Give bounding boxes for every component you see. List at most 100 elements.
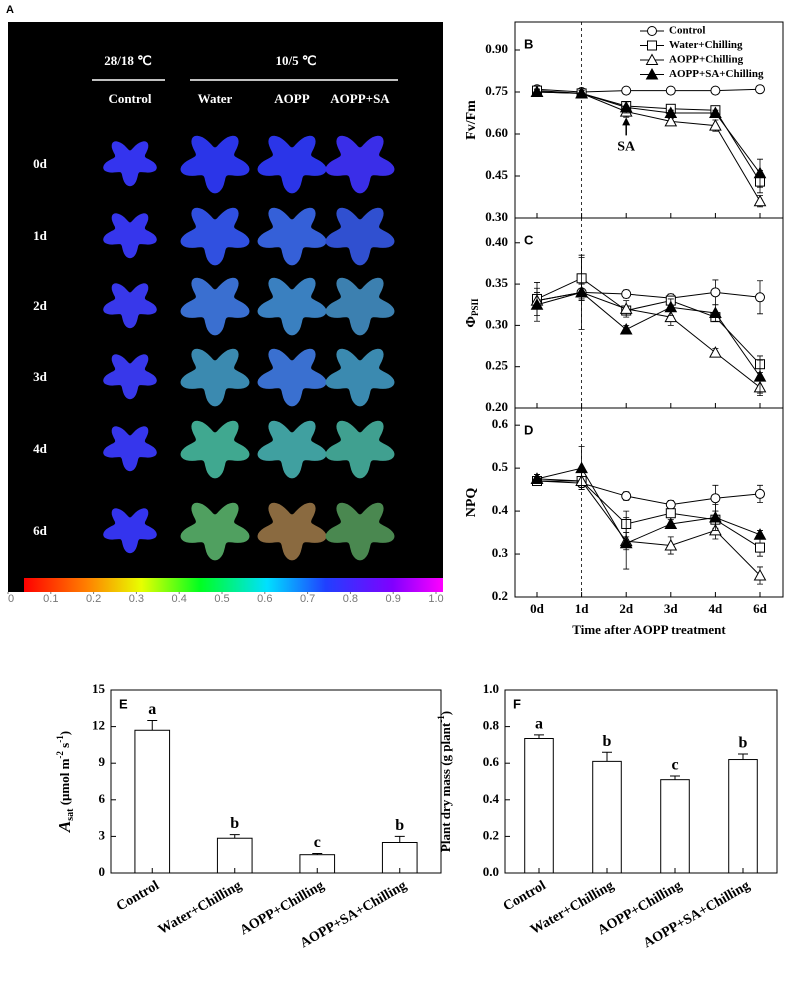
plot-frame [504,689,778,874]
bar [134,729,171,874]
y-tick-label: 15 [92,681,106,696]
row-label: 0d [33,156,48,171]
legend-label: AOPP+SA+Chilling [669,68,764,80]
annotation: SA [617,140,636,155]
y-tick-label: 0.5 [492,459,509,474]
leaf [257,420,327,479]
marker [755,542,765,553]
x-tick-label: 3d [664,601,679,616]
error-bar [394,835,405,843]
leaf [180,502,250,561]
significance-letter: c [314,834,321,851]
colorbar-tick-label: 0.1 [43,593,58,605]
colorbar-tick-label: 0.9 [386,593,401,605]
legend-label: Water+Chilling [669,39,743,51]
significance-letter: b [230,815,239,832]
marker [530,298,544,310]
leaf [103,508,157,554]
y-tick-label: 0.2 [492,588,508,603]
leaf [257,502,327,561]
panel-label: E [119,696,128,711]
leaf [103,213,157,259]
row-label: 4d [33,441,48,456]
plot-frame [514,21,784,219]
y-tick-label: 0.2 [483,827,499,842]
marker [575,285,588,298]
y-tick-label: 0.30 [485,316,508,331]
series-line [537,480,761,549]
marker [665,85,676,96]
panel-label: C [524,232,534,247]
y-axis-label-main: Φ [464,316,479,328]
column-label: AOPP+SA [330,91,390,106]
bar [381,842,418,874]
plot-frame [514,407,784,598]
colorbar-tick-label: 0.8 [343,593,358,605]
marker [755,84,765,95]
colorbar-tick-label: 0.2 [86,593,101,605]
bar [592,760,622,874]
marker [621,491,632,502]
bar [660,779,690,874]
marker [645,53,659,65]
plot-frame [110,689,442,874]
leaf [325,348,395,407]
y-axis-label-part: ) [57,731,72,735]
marker [664,114,678,127]
column-label: AOPP [274,91,309,106]
marker [619,100,633,113]
series-line [536,291,761,302]
marker [621,85,632,96]
y-axis-label: Asat (μmol m-2 s-1) [55,731,76,833]
y-axis-label-part: (μmol m [57,758,72,808]
marker [575,461,588,474]
series-line [536,291,761,377]
colorbar-tick-label: 1.0 [428,593,443,605]
marker [645,67,659,80]
marker [664,517,678,529]
row-label: 6d [33,523,48,538]
y-axis-label-part: -1 [55,735,65,743]
error-bar [312,852,323,855]
y-axis-label-sub: PSII [470,298,480,316]
x-tick-label: 4d [709,601,724,616]
marker [619,322,633,335]
error-bar [534,734,544,739]
y-tick-label: 0.90 [485,41,508,56]
significance-letter: a [148,701,156,718]
bar [216,837,253,874]
y-tick-label: 0.30 [485,209,508,224]
marker [753,370,767,382]
colorbar-tick-label: 0.5 [214,593,229,605]
marker [710,493,721,504]
marker [753,194,767,207]
y-tick-label: 0.45 [485,167,508,182]
panel-label: B [524,36,533,51]
marker [709,106,722,118]
y-tick-label: 12 [92,718,105,733]
marker [710,287,721,298]
y-tick-label: 0.25 [485,358,508,373]
leaf [325,502,395,561]
panel-label: D [524,422,533,437]
marker [664,300,678,313]
series-line [536,91,761,202]
error-bar [147,720,158,731]
colorbar-black [8,578,24,592]
panel-label: F [513,696,521,711]
marker [709,119,722,131]
marker [619,536,633,549]
y-tick-label: 0 [99,864,106,879]
colorbar-tick-label: 0.4 [172,593,187,605]
leaf [180,277,250,336]
marker [664,310,678,323]
row-label: 3d [33,369,48,384]
y-axis-label-main: NPQ [464,488,479,518]
x-axis-label: Time after AOPP treatment [572,622,726,637]
x-tick-label: 6d [753,601,768,616]
y-tick-label: 3 [99,827,106,842]
series-line [536,480,761,506]
panel-label: A [6,4,14,16]
leaf [103,283,157,329]
y-axis-label-part: A [55,821,74,833]
